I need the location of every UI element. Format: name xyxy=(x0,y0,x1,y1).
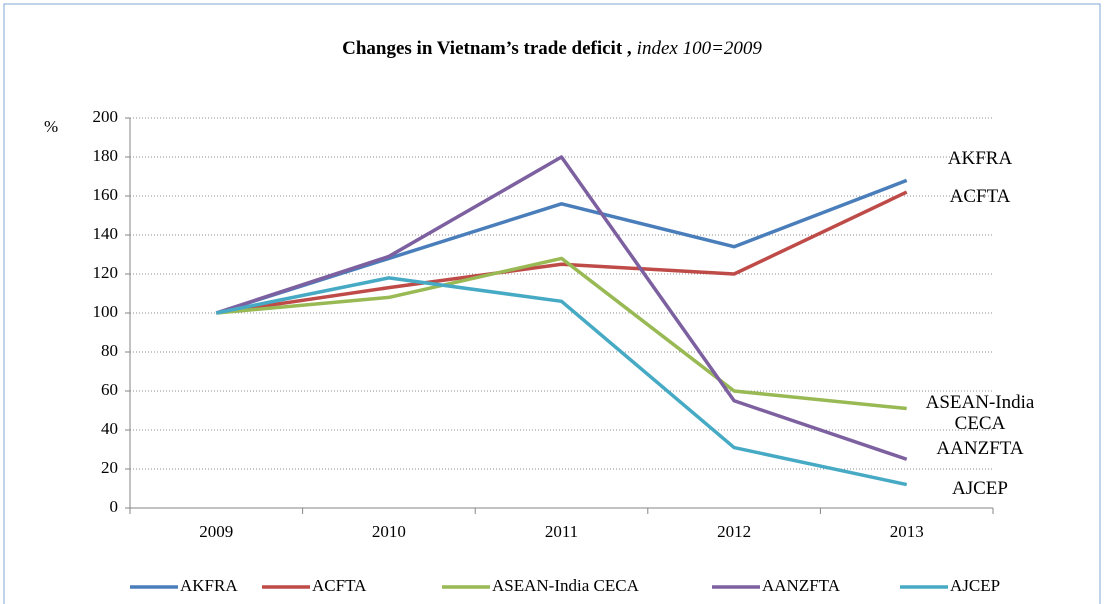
y-tick-label: 100 xyxy=(93,302,119,321)
chart-title: Changes in Vietnam’s trade deficit , xyxy=(342,38,632,59)
y-tick-label: 40 xyxy=(101,419,118,438)
y-tick-label: 120 xyxy=(93,263,119,282)
y-tick-label: 180 xyxy=(93,146,119,165)
y-tick-label: 60 xyxy=(101,380,118,399)
legend-label: AJCEP xyxy=(950,576,1000,595)
series-annotation: AJCEP xyxy=(952,478,1008,499)
series-annotation: ACFTA xyxy=(950,186,1011,207)
series-annotation: AKFRA xyxy=(948,148,1013,169)
series-line xyxy=(215,155,908,461)
x-tick-label: 2009 xyxy=(199,522,233,541)
y-tick-label: 140 xyxy=(93,224,119,243)
x-tick-label: 2013 xyxy=(890,522,924,541)
y-tick-label: 200 xyxy=(93,107,119,126)
y-tick-label: 20 xyxy=(101,458,118,477)
frame xyxy=(3,3,1101,604)
series-line xyxy=(216,190,908,315)
annotation-line: ACFTA xyxy=(950,186,1011,207)
series-line xyxy=(215,276,908,487)
y-tick-label: 80 xyxy=(101,341,118,360)
x-tick-label: 2011 xyxy=(545,522,578,541)
series-annotation: AANZFTA xyxy=(936,438,1023,459)
annotation-line: AJCEP xyxy=(952,478,1008,499)
chart-subtitle: index 100=2009 xyxy=(637,38,763,59)
legend-label: ASEAN-India CECA xyxy=(492,576,640,595)
annotation-line: CECA xyxy=(955,413,1006,434)
annotation-line: AANZFTA xyxy=(936,438,1023,459)
annotation-line: AKFRA xyxy=(948,148,1013,169)
x-tick-label: 2010 xyxy=(372,522,406,541)
y-tick-label: 160 xyxy=(93,185,119,204)
x-tick-label: 2012 xyxy=(717,522,751,541)
series-annotation: ASEAN-India CECA xyxy=(926,392,1035,434)
chart-title-group: Changes in Vietnam’s trade deficit , inde… xyxy=(342,38,762,59)
series-line xyxy=(216,256,907,411)
y-axis-label: % xyxy=(44,117,58,136)
annotation-line: ASEAN-India xyxy=(926,392,1035,413)
legend-label: AANZFTA xyxy=(762,576,841,595)
legend-label: ACFTA xyxy=(312,576,367,595)
legend-label: AKFRA xyxy=(180,576,238,595)
y-tick-label: 0 xyxy=(110,497,119,516)
